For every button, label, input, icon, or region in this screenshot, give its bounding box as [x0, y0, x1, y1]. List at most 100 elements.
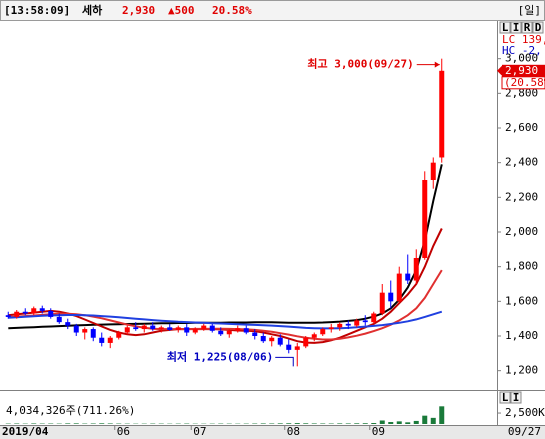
volume-bar — [405, 422, 411, 424]
candle-body — [277, 337, 283, 345]
candle-body — [303, 337, 309, 347]
volume-bar — [413, 420, 419, 424]
header-price: 2,930 — [122, 4, 155, 17]
candle-body — [175, 327, 181, 330]
rate-tag — [501, 76, 545, 90]
volume-bar — [345, 423, 351, 424]
y-tick-label: 2,200 — [505, 190, 538, 203]
volume-bar — [294, 423, 300, 424]
rate-tag-text: (20.58% — [504, 76, 545, 89]
low-annotation: 최저 1,225(08/06) — [167, 349, 273, 363]
toolbar-button[interactable] — [521, 21, 533, 34]
candle-body — [124, 327, 130, 333]
volume-bar — [354, 423, 360, 424]
candle-body — [73, 325, 79, 333]
volume-bar — [439, 406, 445, 424]
candle-body — [260, 336, 266, 342]
x-tick-label: 08 — [287, 425, 300, 438]
candle-body — [90, 329, 96, 338]
legend-line: HC -2, — [502, 44, 542, 57]
candle-body — [405, 273, 411, 281]
candle-body — [379, 292, 385, 314]
candle-body — [430, 162, 436, 180]
volume-bar — [362, 423, 368, 424]
candle-body — [82, 329, 88, 333]
y-tick-label: 1,400 — [505, 329, 538, 342]
toolbar-button-label: R — [524, 21, 531, 34]
price-pointer — [497, 65, 502, 76]
volume-bar — [73, 423, 79, 424]
volume-bar — [379, 420, 385, 424]
candle-body — [388, 292, 394, 302]
y-tick-label: 3,000 — [505, 52, 538, 65]
volume-bar — [99, 423, 105, 424]
candle-body — [345, 323, 351, 326]
y-tick-label: 2,000 — [505, 225, 538, 238]
candle-body — [235, 328, 241, 331]
x-tick-label: 2019/04 — [2, 425, 49, 438]
volume-label: 4,034,326주(711.26%) — [6, 404, 135, 417]
candle-body — [371, 313, 377, 323]
y-tick-label: 2,400 — [505, 156, 538, 169]
low-arrow — [275, 356, 294, 367]
toolbar-button[interactable] — [510, 21, 522, 34]
volume-button-label: L — [502, 391, 509, 404]
candle-body — [320, 329, 326, 335]
x-tick-label: 09 — [372, 425, 385, 438]
volume-bar — [371, 423, 377, 424]
candle-body — [22, 311, 28, 314]
candle-body — [209, 325, 215, 331]
volume-button[interactable] — [510, 391, 522, 404]
candle-body — [150, 325, 156, 330]
candle-body — [14, 311, 20, 317]
y-tick-label: 2,800 — [505, 86, 538, 99]
candle-body — [133, 327, 139, 330]
toolbar-button-label: D — [535, 21, 542, 34]
moving-average — [8, 310, 443, 330]
toolbar-button-label: I — [513, 21, 520, 34]
candle-body — [65, 322, 71, 326]
volume-bar — [65, 423, 71, 424]
header-change: ▲500 — [168, 4, 195, 17]
header-period[interactable]: [일] — [518, 3, 541, 17]
candle-body — [184, 327, 190, 333]
candle-body — [116, 332, 122, 338]
volume-button[interactable] — [499, 391, 511, 404]
header-rate: 20.58% — [212, 4, 252, 17]
candle-body — [413, 258, 419, 281]
volume-button-label: I — [513, 391, 520, 404]
candle-body — [286, 344, 292, 350]
volume-bar — [303, 423, 309, 424]
volume-bar — [388, 422, 394, 424]
toolbar-button-label: L — [502, 21, 509, 34]
volume-bar — [422, 415, 428, 424]
candle-body — [99, 337, 105, 343]
candle-body — [226, 330, 232, 335]
toolbar-button[interactable] — [499, 21, 511, 34]
legend-line: LC 139, — [502, 33, 545, 46]
candle-body — [192, 329, 198, 333]
candle-body — [328, 327, 334, 330]
candle-body — [396, 273, 402, 302]
toolbar-button[interactable] — [532, 21, 544, 34]
x-end-label: 09/27 — [508, 425, 541, 438]
moving-average — [8, 164, 443, 330]
candle-body — [158, 327, 164, 330]
header-time: [13:58:09] — [4, 4, 70, 17]
candle-body — [337, 323, 343, 328]
y-tick-label: 1,800 — [505, 260, 538, 273]
y-tick-label: 1,600 — [505, 294, 538, 307]
candle-body — [39, 308, 45, 311]
volume-tick-label: 2,500K — [505, 406, 545, 419]
volume-bar — [430, 417, 436, 424]
candle-body — [439, 70, 445, 158]
candle-body — [107, 337, 113, 343]
volume-bar — [31, 423, 37, 424]
y-tick-label: 1,200 — [505, 364, 538, 377]
candle-body — [141, 325, 147, 330]
header-name: 세하 — [82, 3, 103, 17]
price-tag — [502, 64, 545, 77]
candle-body — [48, 310, 54, 317]
